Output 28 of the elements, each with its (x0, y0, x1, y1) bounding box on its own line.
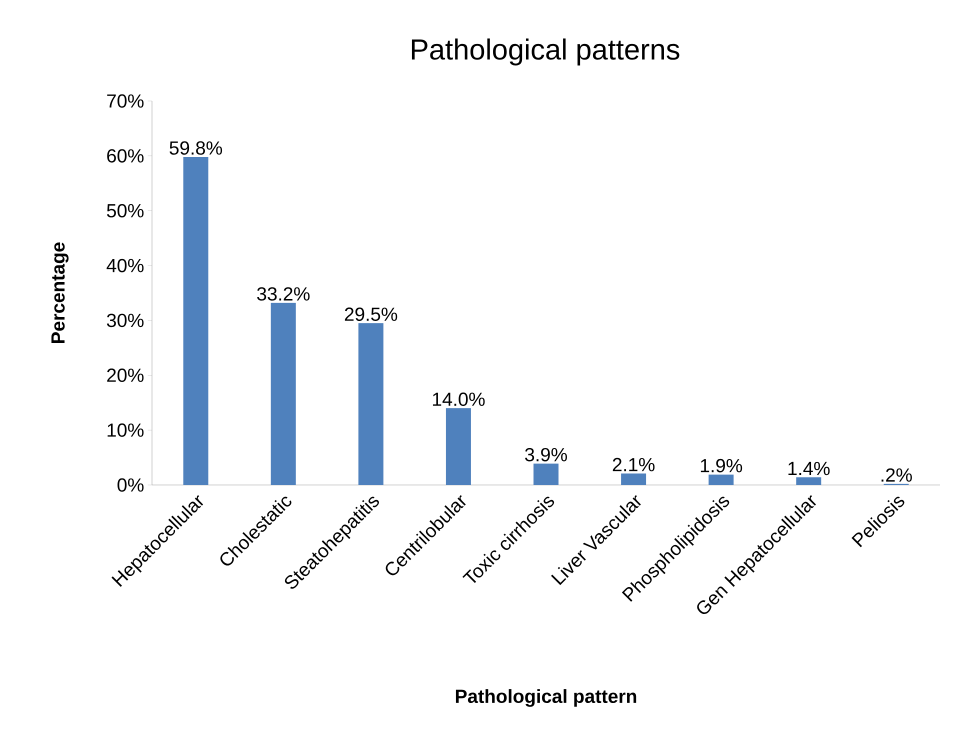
data-label: .2% (882, 468, 912, 482)
y-tick-label: 10% (108, 423, 144, 437)
data-label: 14.0% (432, 392, 485, 406)
y-tick-label: 50% (106, 204, 144, 218)
chart-title: Pathological patterns (412, 38, 680, 66)
bar (270, 302, 296, 485)
data-label: 2.1% (612, 458, 655, 472)
y-tick-label: 40% (106, 258, 144, 272)
bar (708, 474, 734, 485)
bar (183, 156, 208, 485)
bar (534, 464, 559, 485)
x-axis-title: Pathological pattern (456, 689, 636, 707)
data-label: 1.4% (788, 462, 830, 476)
data-label: 3.9% (525, 448, 567, 462)
data-label: 29.5% (344, 308, 398, 321)
y-tick-label: 30% (106, 314, 144, 328)
bar (796, 477, 822, 485)
data-label: 59.8% (170, 141, 222, 155)
data-label: 1.9% (700, 458, 742, 472)
y-tick-label: 20% (107, 368, 144, 382)
bar (358, 323, 384, 485)
y-axis-title: Percentage (51, 242, 69, 343)
y-tick-label: 70% (107, 94, 144, 108)
y-tick-label: 60% (107, 149, 144, 163)
y-tick-label: 0% (118, 478, 144, 492)
data-label: 33.2% (257, 287, 310, 301)
bar (621, 473, 646, 485)
bar (446, 408, 471, 485)
